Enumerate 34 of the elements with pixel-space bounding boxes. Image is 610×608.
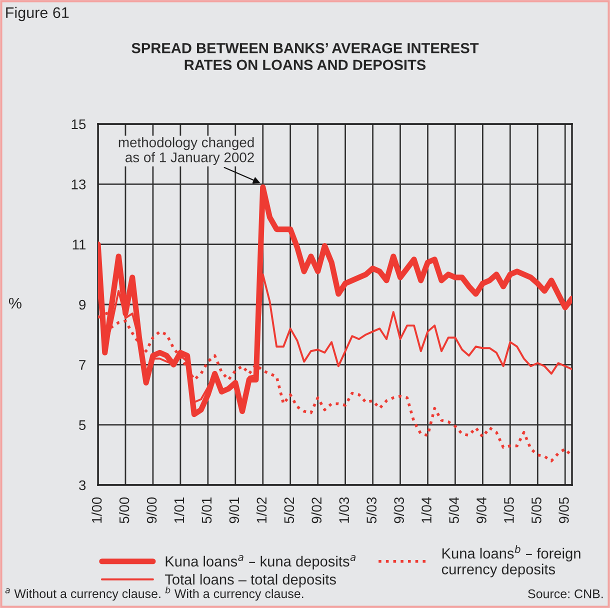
x-tick-label: 1/04 [421, 497, 432, 523]
chart-title: SPREAD BETWEEN BANKS’ AVERAGE INTEREST RATES ON LOANS AND DEPOSITS [132, 42, 479, 70]
source-note: Source: CNB. [528, 589, 603, 598]
x-tick-label: 5/03 [366, 497, 377, 524]
annotation: methodology changed as of 1 January 2002 [118, 137, 254, 166]
x-tick-label: 5/00 [119, 497, 130, 524]
y-axis-title: % [8, 298, 22, 309]
x-tick-label: 9/05 [558, 497, 569, 524]
legend-label: Total loans – total deposits [164, 574, 336, 588]
x-tick-label: 1/05 [504, 497, 514, 523]
x-tick-label: 9/00 [146, 497, 157, 524]
text: $^{a}$ Without a currency clause. $^{b}$ With a currency clause. [5, 586, 304, 601]
x-tick-label: 9/02 [311, 498, 322, 524]
legend-label: Kuna loans$^{b}$ – foreign currency deposits [442, 545, 580, 578]
x-tick-label: 5/05 [531, 497, 542, 524]
x-tick-label: 1/01 [174, 497, 184, 523]
y-tick-label: 15 [72, 119, 86, 130]
y-tick-label: 7 [79, 360, 86, 370]
legend-label: Kuna loans$^{a}$ – kuna deposits$^{a}$ [166, 555, 356, 570]
y-tick-label: 3 [79, 480, 86, 490]
y-tick-label: 11 [72, 240, 86, 250]
x-tick-label: 1/03 [338, 497, 350, 523]
x-tick-label: 5/04 [448, 497, 459, 524]
y-tick-label: 5 [79, 420, 86, 430]
x-tick-label: 9/04 [476, 497, 486, 524]
y-tick-label: 13 [72, 180, 86, 190]
x-tick-label: 1/02 [256, 498, 267, 523]
x-tick-label: 5/02 [284, 498, 294, 524]
x-tick-label: 1/00 [92, 497, 102, 523]
x-tick-label: 5/01 [201, 497, 212, 524]
x-tick-label: 9/03 [394, 497, 404, 524]
caption: Figure 61 [6, 6, 69, 22]
y-tick-label: 9 [79, 300, 86, 310]
x-tick-label: 9/01 [228, 497, 240, 524]
